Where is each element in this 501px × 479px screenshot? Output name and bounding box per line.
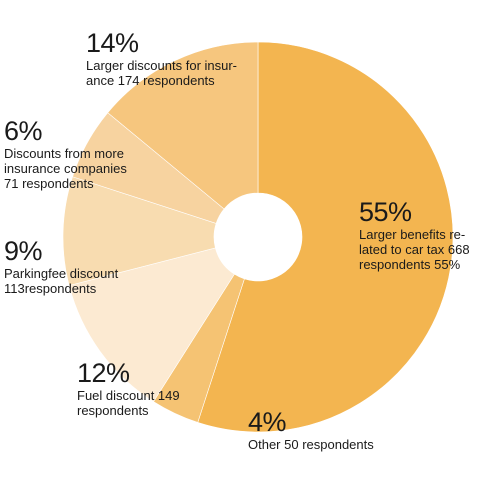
slice-percent: 14% (86, 28, 139, 58)
slice-percent: 6% (4, 116, 43, 146)
slice-label-car-tax: 55% Larger benefits re- lated to car tax… (359, 197, 470, 273)
pie-slice-fuel (68, 247, 235, 403)
slice-text: Parkingfee discount 113respondents (4, 266, 119, 296)
slice-text: Larger discounts for insur- ance 174 res… (86, 58, 238, 88)
slice-percent: 12% (77, 358, 130, 388)
pie-slice-car-tax (197, 41, 454, 433)
pie-slice-insurance (107, 41, 259, 210)
slice-label-insurance: 14% Larger discounts for insur- ance 174… (86, 28, 237, 89)
slice-percent: 9% (4, 236, 43, 266)
slice-percent: 4% (248, 407, 287, 437)
slice-text: Fuel discount 149 respondents (77, 388, 180, 418)
slice-label-other: 4% Other 50 respondents (248, 407, 374, 453)
slice-label-more-insurers: 6% Discounts from more insurance compani… (4, 116, 127, 192)
slice-percent: 55% (359, 197, 412, 227)
slice-label-fuel: 12% Fuel discount 149 respondents (77, 358, 180, 419)
slice-text: Other 50 respondents (248, 437, 374, 453)
pie-slice-parking (62, 176, 217, 286)
slice-text: Larger benefits re- lated to car tax 668… (359, 227, 470, 272)
slice-text: Discounts from more insurance companies … (4, 146, 127, 191)
slice-label-parking: 9% Parkingfee discount 113respondents (4, 236, 118, 297)
